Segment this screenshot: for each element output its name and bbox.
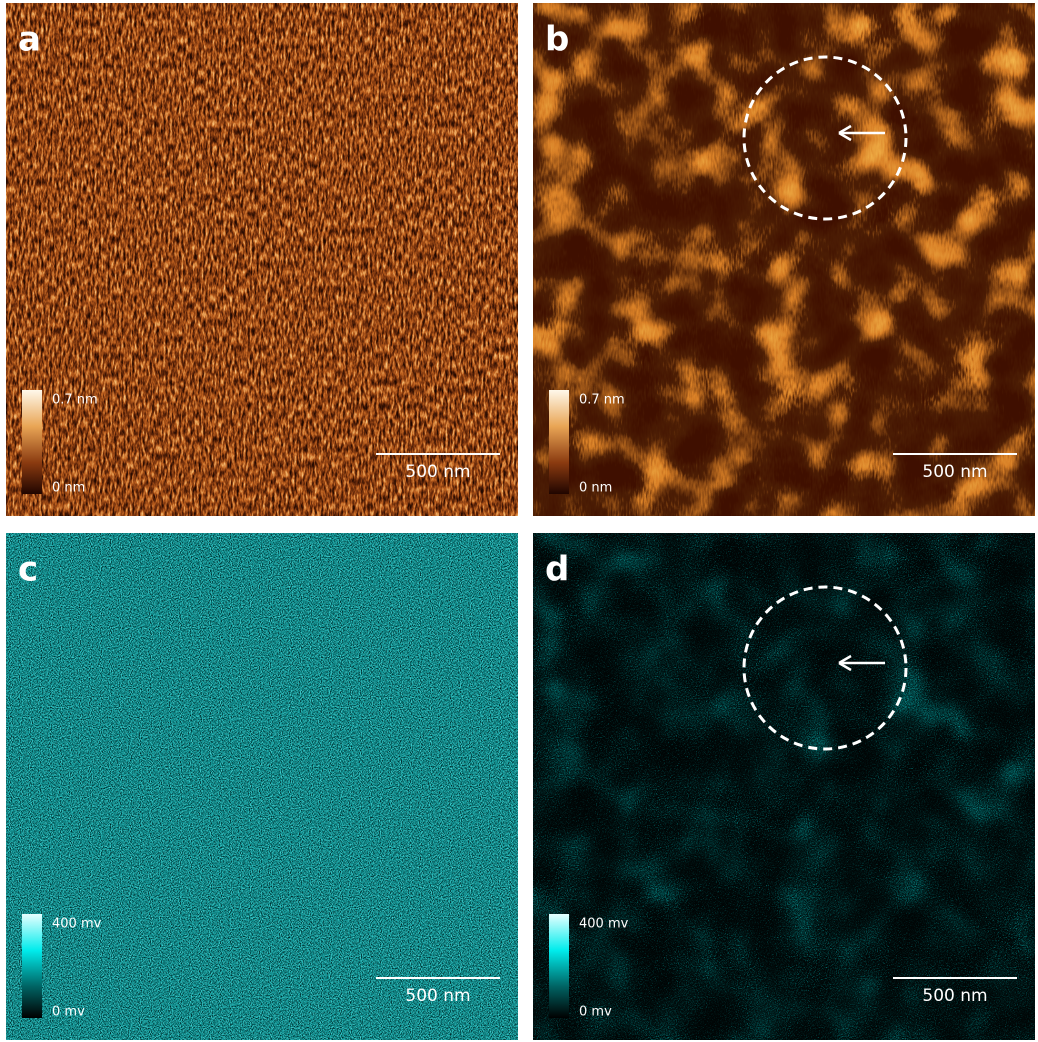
colorbar-min: 0 mv [52,1005,85,1020]
image [533,3,1035,516]
scale-bar-label: 500 nm [405,986,470,1006]
figure: a 0.7 nm 0 nm 500 nm b 0.7 nm 0 nm 500 nm c 400 m… [0,0,1038,1042]
panel: a 0.7 nm 0 nm 500 nm [6,3,518,516]
colorbar-max: 400 mv [579,917,629,932]
scale-bar-label: 500 nm [922,986,987,1006]
scale-bar-label: 500 nm [922,462,987,482]
colorbar-max: 0.7 nm [52,393,98,408]
colorbar-max: 0.7 nm [579,393,625,408]
colorbar-min: 0 nm [52,481,85,496]
panel: c 400 mv 0 mv 500 nm [6,533,518,1040]
colorbar [22,914,42,1018]
colorbar [22,390,42,494]
image [6,533,518,1040]
colorbar [549,914,569,1018]
panel-label: c [18,550,38,590]
panel-label: a [18,20,41,60]
image [533,533,1035,1040]
panel-label: d [545,550,569,590]
colorbar-min: 0 nm [579,481,612,496]
colorbar-min: 0 mv [579,1005,612,1020]
panel: b 0.7 nm 0 nm 500 nm [533,3,1035,516]
panel: d 400 mv 0 mv 500 nm [533,533,1035,1040]
colorbar [549,390,569,494]
colorbar-max: 400 mv [52,917,102,932]
scale-bar-label: 500 nm [405,462,470,482]
image [6,3,518,516]
panel-label: b [545,20,569,60]
